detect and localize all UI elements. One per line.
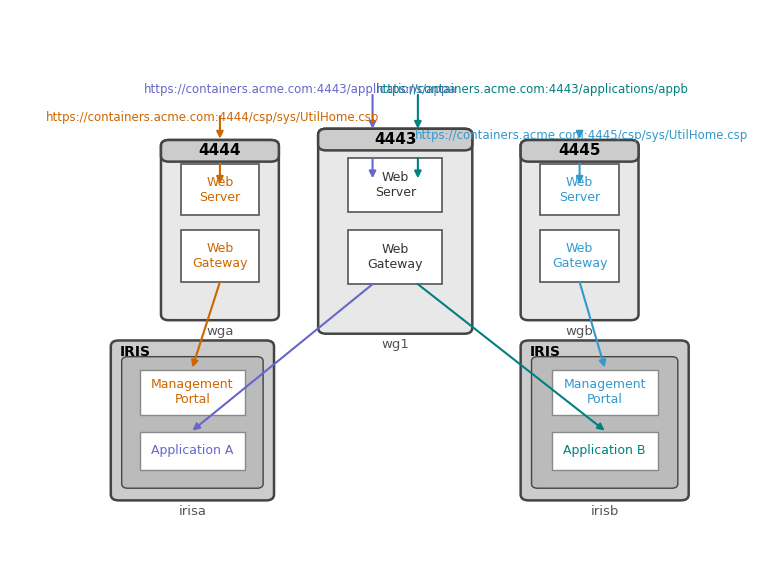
FancyBboxPatch shape xyxy=(161,140,279,320)
Text: https://containers.acme.com:4443/applications/appa: https://containers.acme.com:4443/applica… xyxy=(144,82,456,95)
Text: https://containers.acme.com:4444/csp/sys/UtilHome.csp: https://containers.acme.com:4444/csp/sys… xyxy=(46,111,379,124)
Text: Web
Gateway: Web Gateway xyxy=(192,242,248,270)
FancyBboxPatch shape xyxy=(122,357,263,488)
Text: Web
Gateway: Web Gateway xyxy=(367,243,423,271)
Text: 4443: 4443 xyxy=(374,132,417,147)
FancyBboxPatch shape xyxy=(111,340,274,500)
Text: IRIS: IRIS xyxy=(120,345,151,359)
Text: Application B: Application B xyxy=(563,445,646,457)
FancyBboxPatch shape xyxy=(318,129,473,150)
Text: Management
Portal: Management Portal xyxy=(151,378,234,406)
Text: Web
Server: Web Server xyxy=(200,176,240,204)
Bar xyxy=(349,158,442,212)
Bar xyxy=(551,432,658,470)
Text: irisa: irisa xyxy=(179,505,207,518)
Bar xyxy=(541,230,619,282)
Text: Management
Portal: Management Portal xyxy=(563,378,646,406)
Text: wga: wga xyxy=(206,325,234,338)
FancyBboxPatch shape xyxy=(161,140,279,161)
FancyBboxPatch shape xyxy=(318,129,473,333)
Bar xyxy=(181,164,259,215)
Text: Web
Gateway: Web Gateway xyxy=(551,242,608,270)
Text: Application A: Application A xyxy=(151,445,233,457)
FancyBboxPatch shape xyxy=(531,357,678,488)
Text: https://containers.acme.com:4445/csp/sys/UtilHome.csp: https://containers.acme.com:4445/csp/sys… xyxy=(414,129,748,142)
Text: Web
Server: Web Server xyxy=(559,176,600,204)
Bar xyxy=(140,370,245,415)
Text: wgb: wgb xyxy=(566,325,594,338)
Bar xyxy=(140,432,245,470)
FancyBboxPatch shape xyxy=(521,340,689,500)
Text: IRIS: IRIS xyxy=(530,345,561,359)
Bar xyxy=(349,230,442,284)
Text: irisb: irisb xyxy=(590,505,619,518)
Bar xyxy=(181,230,259,282)
Text: wg1: wg1 xyxy=(381,339,410,352)
Bar xyxy=(551,370,658,415)
Text: Web
Server: Web Server xyxy=(374,171,416,199)
Text: 4445: 4445 xyxy=(558,143,601,159)
Bar xyxy=(541,164,619,215)
FancyBboxPatch shape xyxy=(521,140,639,320)
Text: 4444: 4444 xyxy=(199,143,241,159)
FancyBboxPatch shape xyxy=(521,140,639,161)
Text: https://containers.acme.com:4443/applications/appb: https://containers.acme.com:4443/applica… xyxy=(376,82,690,95)
